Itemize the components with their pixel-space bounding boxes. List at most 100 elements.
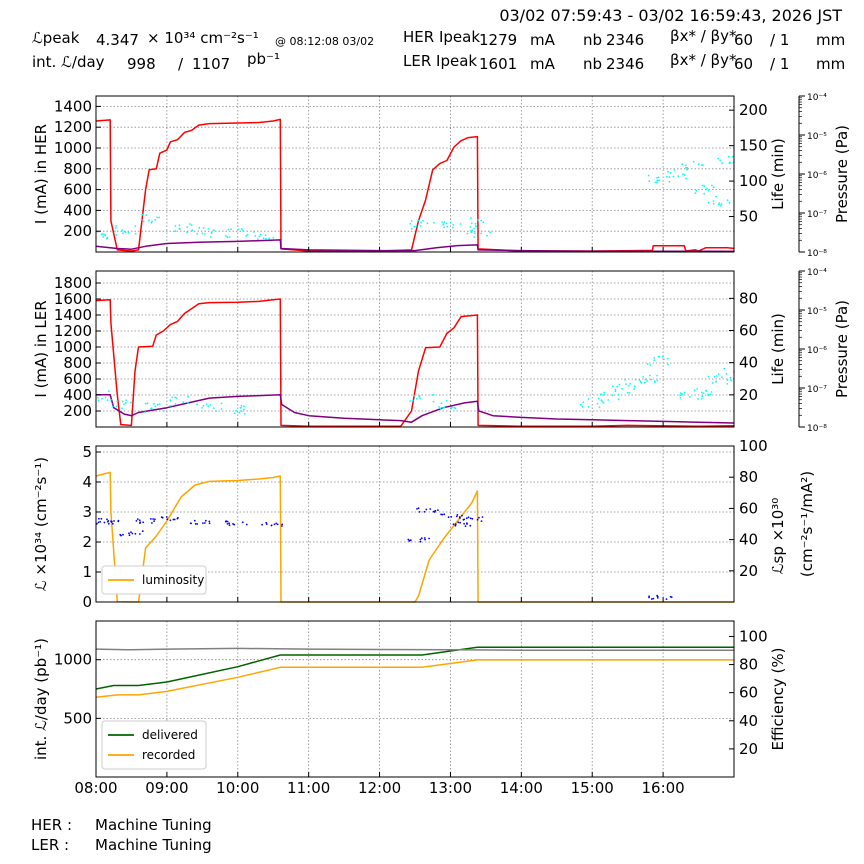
pressure-point	[452, 226, 454, 229]
specific_lumi-point	[226, 523, 229, 525]
pressure-point	[202, 227, 205, 229]
pressure-point	[125, 399, 127, 401]
specific_lumi-point	[481, 516, 484, 518]
pressure-point	[144, 402, 147, 405]
pressure-point	[169, 404, 172, 407]
pressure-point	[174, 396, 177, 399]
pressure-point	[587, 406, 590, 408]
her-beta-x: 60	[734, 31, 754, 49]
pressure-point	[656, 176, 658, 179]
pressure-point	[633, 385, 636, 388]
specific_lumi-point	[432, 510, 435, 513]
specific_lumi-point	[150, 518, 152, 520]
specific_lumi-point	[208, 520, 211, 523]
specific_lumi-point	[429, 508, 432, 510]
y2-tick-label: 100	[739, 627, 768, 645]
pressure-point	[672, 175, 675, 178]
pressure-point	[647, 174, 650, 177]
pressure-point	[450, 407, 453, 410]
pressure-tick-label: 10⁻⁴	[807, 93, 827, 103]
specific_lumi-point	[134, 532, 137, 535]
pressure-point	[178, 228, 181, 231]
y2-tick-label: 60	[739, 322, 758, 340]
pressure-point	[114, 227, 117, 229]
her-nb-value: 2346	[606, 31, 645, 49]
specific_lumi-point	[457, 521, 460, 524]
x-tick-label: 14:00	[500, 779, 543, 797]
pressure-point	[614, 390, 617, 393]
y2-tick-label: 20	[739, 740, 758, 758]
pressure-point	[482, 221, 485, 224]
specific_lumi-point	[153, 520, 156, 522]
pressure-point	[262, 237, 265, 240]
specific_lumi-point	[424, 538, 426, 541]
pressure-point	[233, 412, 236, 415]
life-line	[96, 394, 735, 424]
specific_lumi-point	[454, 523, 457, 526]
pressure-tick-label: 10⁻⁵	[807, 132, 827, 142]
pressure-point	[413, 394, 416, 397]
pressure-point	[186, 401, 189, 404]
pressure-point	[726, 379, 729, 381]
y-tick-label: 1200	[54, 322, 92, 340]
y-axis-title: ℒ ×10³⁴ (cm⁻²s⁻¹)	[32, 457, 50, 591]
pressure-point	[469, 226, 472, 228]
pressure-point	[441, 221, 444, 224]
pressure-point	[473, 236, 476, 239]
y2-tick-label: 20	[739, 386, 758, 404]
y2-axis-title: Life (min)	[769, 313, 787, 385]
specific_lumi-point	[459, 517, 461, 519]
pressure-point	[717, 373, 720, 376]
pressure-point	[442, 407, 444, 410]
specific_lumi-point	[100, 517, 103, 520]
pressure-point	[240, 410, 243, 412]
pressure-point	[438, 406, 441, 408]
specific_lumi-point	[111, 522, 114, 525]
specific_lumi-point	[261, 523, 263, 526]
pressure-point	[433, 221, 435, 224]
specific_lumi-point	[120, 534, 122, 537]
pressure-point	[579, 403, 582, 406]
pressure-point	[107, 390, 110, 392]
pressure-point	[475, 225, 477, 227]
pressure-point	[121, 229, 124, 232]
pressure-point	[412, 399, 414, 402]
pressure-point	[696, 388, 699, 390]
specific_lumi-point	[476, 518, 479, 521]
efficiency-line	[95, 647, 734, 651]
pressure-point	[116, 400, 119, 403]
specific_lumi-point	[265, 523, 268, 525]
pressure-point	[187, 395, 190, 398]
pressure-tick-label: 10⁻⁵	[807, 307, 827, 317]
specific_lumi-point	[454, 524, 457, 527]
specific_lumi-point	[466, 523, 468, 525]
specific_lumi-point	[437, 509, 439, 511]
pressure-point	[705, 188, 708, 191]
pressure-point	[471, 229, 474, 232]
pressure-point	[207, 228, 210, 230]
specific_lumi-point	[656, 597, 659, 599]
pressure-point	[718, 202, 721, 205]
specific_lumi-point	[169, 519, 172, 522]
pressure-point	[616, 385, 619, 388]
y-tick-label: 400	[63, 386, 92, 404]
pressure-point	[415, 397, 418, 400]
y-tick-label: 1600	[54, 290, 92, 308]
y-axis-title: int. ℒ/day (pb⁻¹)	[32, 638, 50, 760]
pressure-point	[226, 236, 229, 239]
specific_lumi-point	[281, 523, 284, 526]
pressure-point	[158, 216, 161, 219]
pressure-point	[454, 407, 457, 410]
pressure-point	[144, 411, 147, 413]
pressure-point	[712, 202, 715, 205]
pressure-point	[601, 400, 604, 403]
specific_lumi-point	[447, 516, 450, 519]
her-ipeak-value: 1279	[479, 31, 518, 49]
pressure-point	[470, 217, 472, 219]
pressure-point	[721, 376, 723, 379]
pressure-point	[618, 383, 621, 386]
pressure-point	[111, 405, 114, 408]
pressure-point	[409, 400, 412, 402]
pressure-point	[703, 192, 706, 195]
